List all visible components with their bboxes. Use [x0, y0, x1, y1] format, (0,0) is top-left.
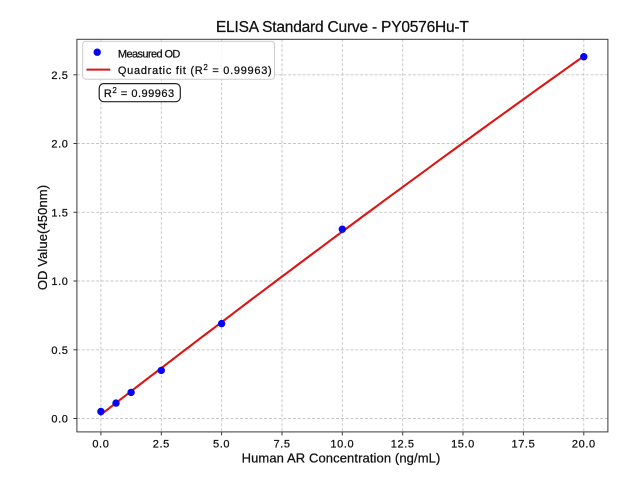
svg-text:7.5: 7.5 — [273, 439, 290, 451]
svg-text:1.5: 1.5 — [51, 207, 68, 219]
svg-text:12.5: 12.5 — [391, 439, 415, 451]
svg-text:2.5: 2.5 — [51, 70, 68, 82]
svg-text:Measured OD: Measured OD — [118, 49, 181, 61]
svg-text:ELISA Standard Curve - PY0576H: ELISA Standard Curve - PY0576Hu-T — [216, 19, 469, 36]
svg-text:Human AR Concentration (ng/mL): Human AR Concentration (ng/mL) — [242, 451, 441, 466]
svg-text:17.5: 17.5 — [511, 439, 535, 451]
svg-text:15.0: 15.0 — [451, 439, 475, 451]
svg-text:2.5: 2.5 — [153, 439, 170, 451]
svg-text:OD Value(450nm): OD Value(450nm) — [35, 185, 50, 290]
svg-text:Quadratic fit (R2 = 0.99963): Quadratic fit (R2 = 0.99963) — [118, 63, 273, 77]
svg-text:20.0: 20.0 — [572, 439, 596, 451]
svg-text:0.5: 0.5 — [51, 345, 68, 357]
svg-text:R2 = 0.99963: R2 = 0.99963 — [104, 86, 175, 100]
svg-text:1.0: 1.0 — [51, 276, 68, 288]
svg-text:0.0: 0.0 — [51, 414, 68, 426]
svg-text:5.0: 5.0 — [213, 439, 230, 451]
svg-text:10.0: 10.0 — [330, 439, 354, 451]
svg-text:2.0: 2.0 — [51, 139, 68, 151]
svg-text:0.0: 0.0 — [92, 439, 109, 451]
